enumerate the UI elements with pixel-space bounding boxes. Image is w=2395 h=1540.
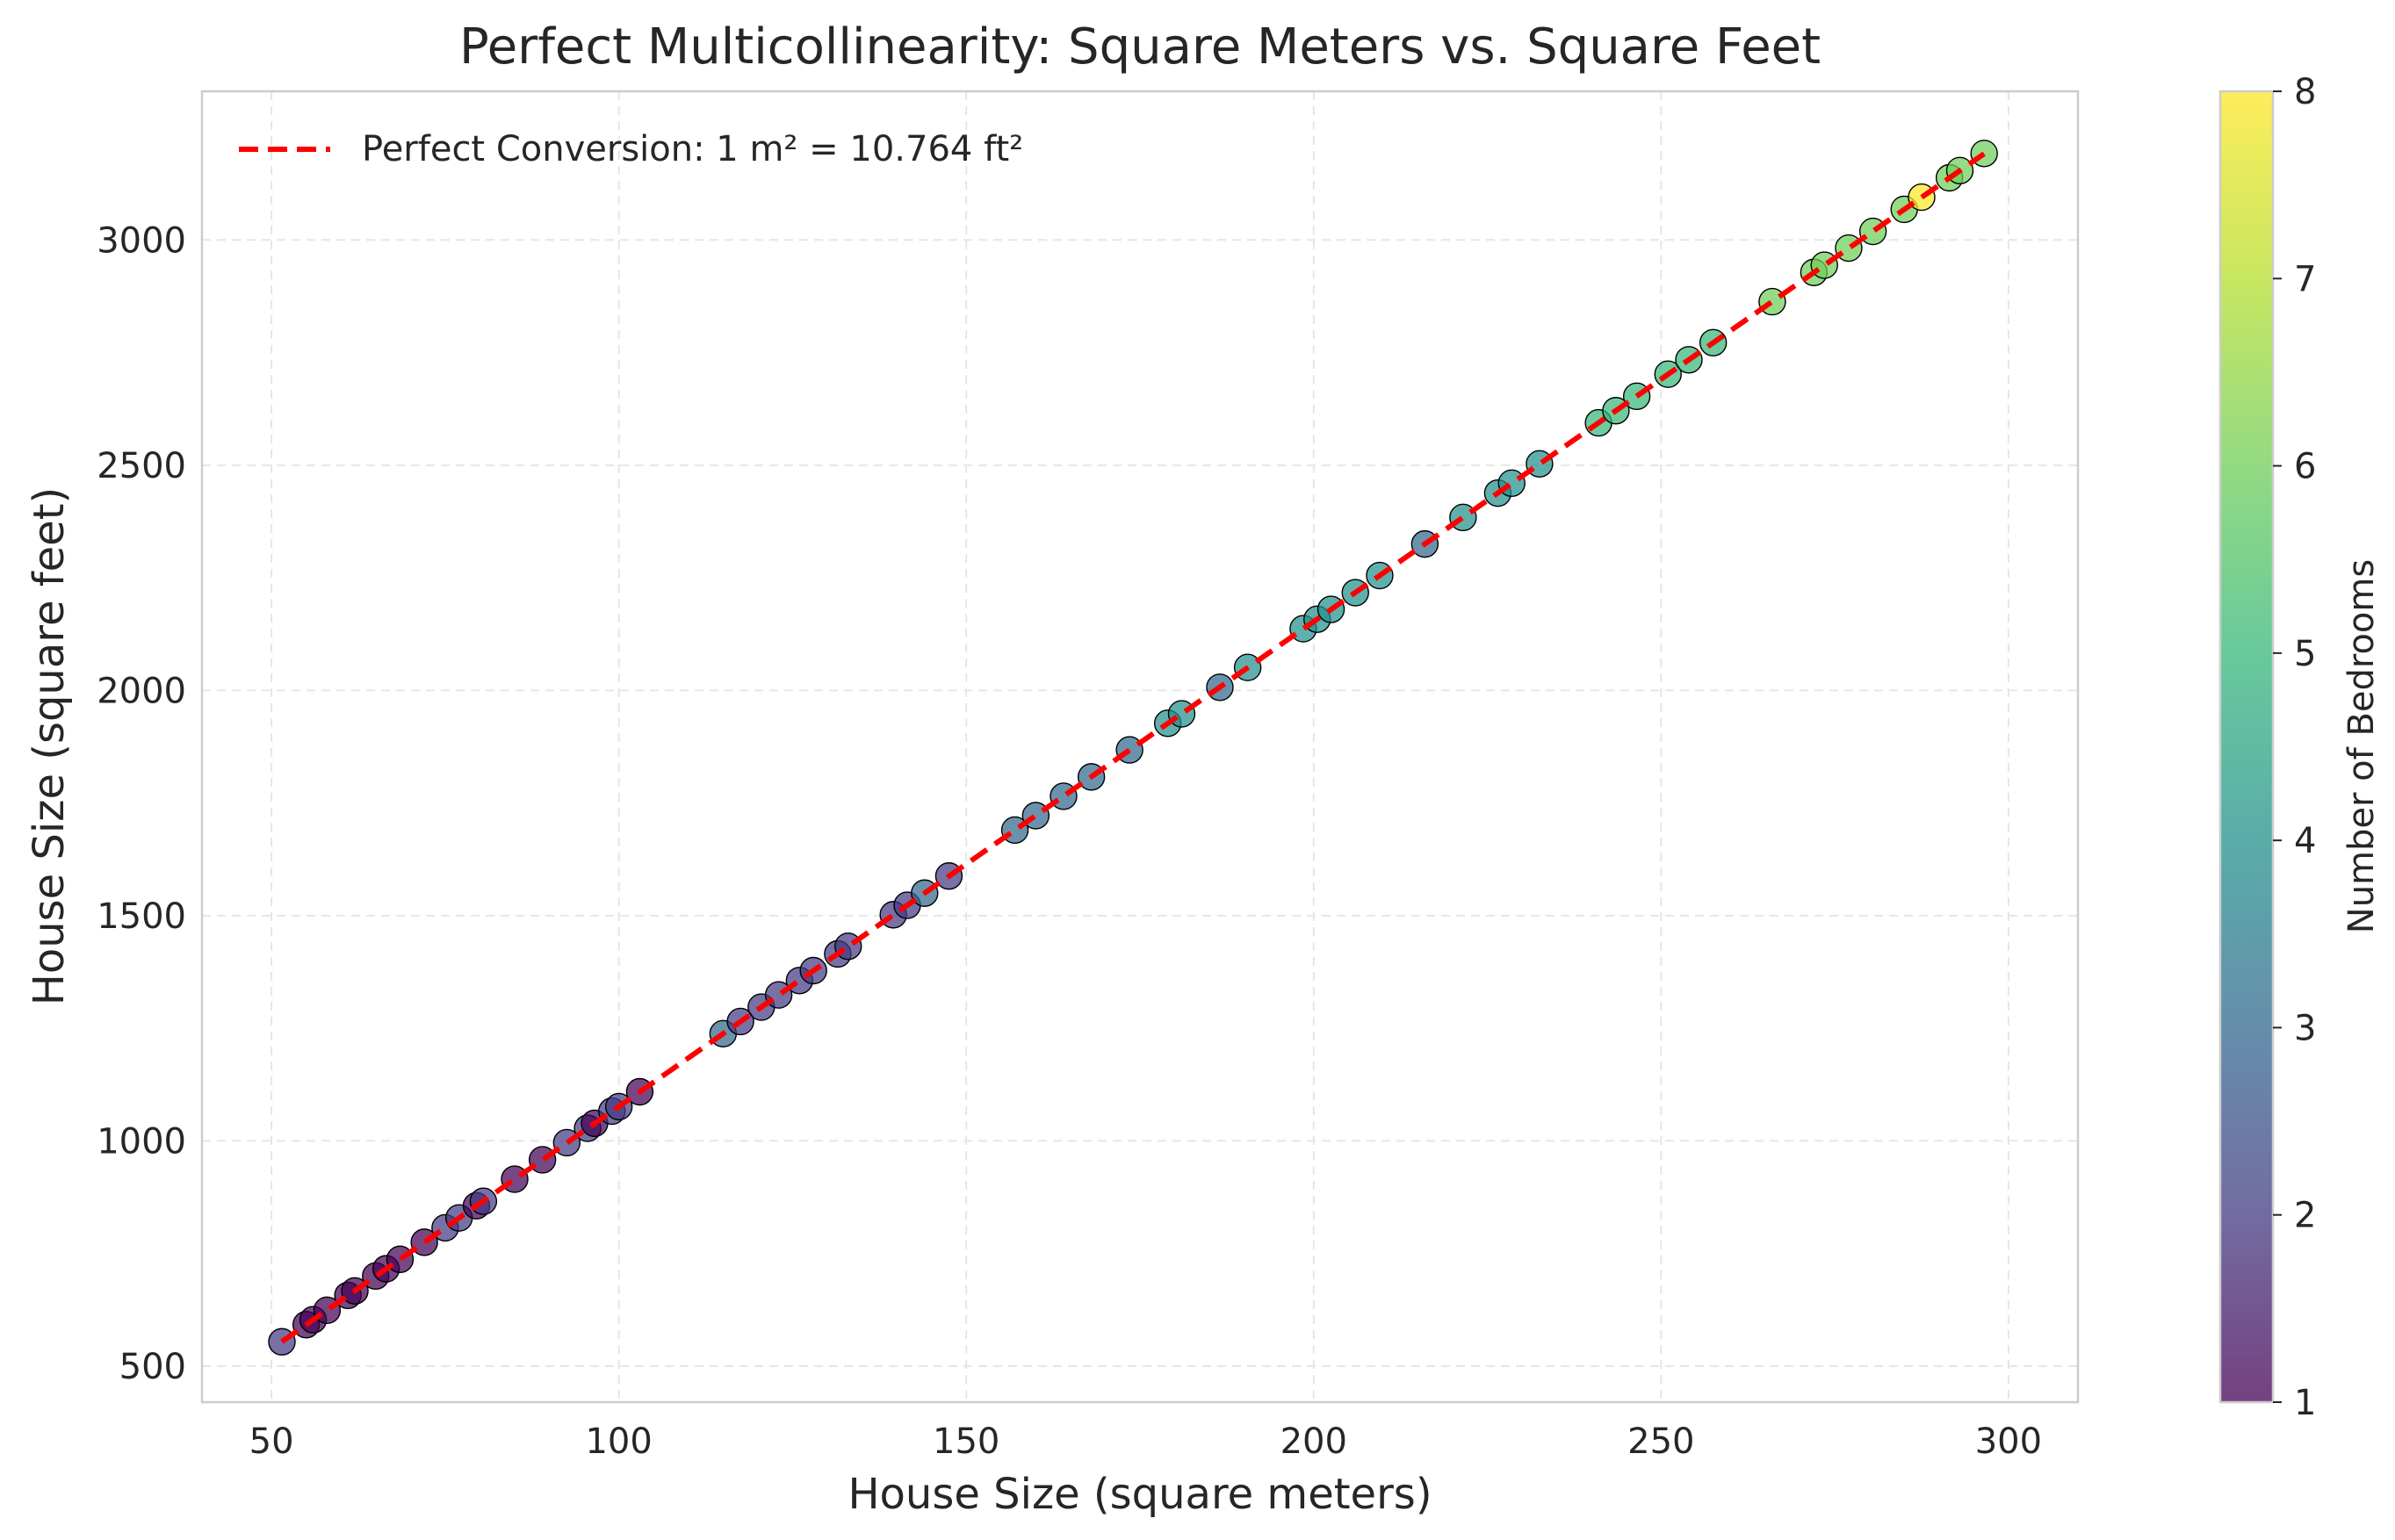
plot-frame — [200, 90, 2080, 1404]
x-axis-ticks: 50 100 150 200 250 300 — [249, 1421, 2042, 1462]
legend-label: Perfect Conversion: 1 m² = 10.764 ft² — [362, 129, 1023, 169]
chart-title: Perfect Multicollinearity: Square Meters… — [459, 18, 1821, 76]
grid-lines — [202, 91, 2078, 1402]
x-axis-label: House Size (square meters) — [848, 1470, 1432, 1519]
y-tick-label: 1500 — [97, 896, 186, 937]
colorbar-label: Number of Bedrooms — [2341, 559, 2382, 933]
legend: Perfect Conversion: 1 m² = 10.764 ft² — [239, 129, 1023, 169]
colorbar-tick-label: 8 — [2294, 72, 2316, 112]
colorbar: 1 2 3 4 5 6 7 8 Number of Bedrooms — [2218, 72, 2382, 1423]
colorbar-tick-label: 1 — [2294, 1383, 2316, 1423]
x-tick-label: 200 — [1280, 1421, 1347, 1462]
y-axis-ticks: 500 1000 1500 2000 2500 3000 — [97, 220, 186, 1387]
y-tick-label: 500 — [119, 1347, 186, 1387]
x-tick-label: 100 — [585, 1421, 652, 1462]
colorbar-tick-label: 3 — [2294, 1008, 2316, 1048]
y-tick-label: 3000 — [97, 220, 186, 261]
colorbar-ticks: 1 2 3 4 5 6 7 8 — [2273, 72, 2316, 1423]
y-axis-label: House Size (square feet) — [25, 487, 74, 1005]
y-tick-label: 2000 — [97, 671, 186, 711]
y-tick-label: 1000 — [97, 1121, 186, 1162]
colorbar-tick-label: 6 — [2294, 447, 2316, 487]
colorbar-tick-label: 4 — [2294, 821, 2316, 861]
colorbar-tick-label: 2 — [2294, 1196, 2316, 1236]
colorbar-tick-label: 5 — [2294, 634, 2316, 674]
colorbar-tick-label: 7 — [2294, 259, 2316, 299]
x-tick-label: 250 — [1627, 1421, 1694, 1462]
x-tick-label: 150 — [933, 1421, 999, 1462]
x-tick-label: 50 — [249, 1421, 294, 1462]
colorbar-gradient — [2218, 90, 2275, 1404]
x-tick-label: 300 — [1975, 1421, 2042, 1462]
y-tick-label: 2500 — [97, 446, 186, 486]
